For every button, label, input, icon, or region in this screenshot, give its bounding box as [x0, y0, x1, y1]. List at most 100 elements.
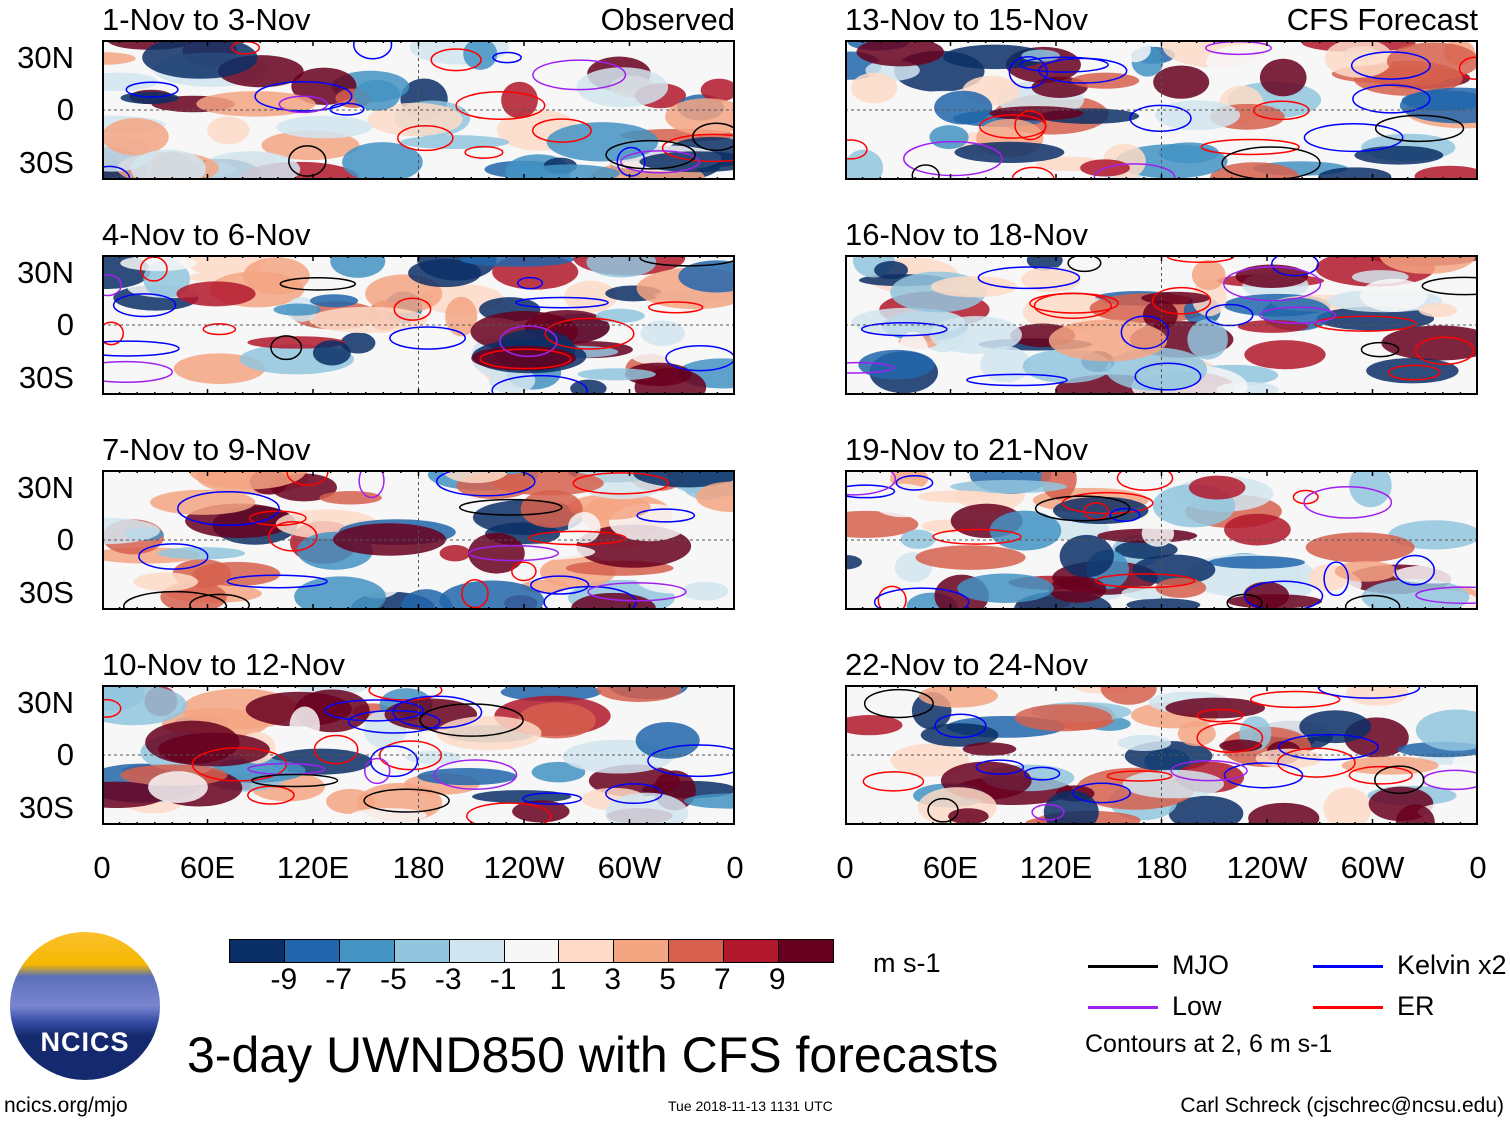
wind-anomaly-shading — [1122, 769, 1225, 799]
wind-anomaly-shading — [1395, 72, 1445, 86]
wind-anomaly-shading — [1043, 790, 1099, 825]
wind-anomaly-shading — [309, 306, 428, 334]
contour-line — [1226, 593, 1263, 610]
wind-anomaly-shading — [989, 106, 1084, 121]
contour-line — [544, 317, 635, 350]
colorbar-label: 3 — [604, 963, 622, 996]
contour-line — [845, 484, 896, 499]
wind-anomaly-shading — [350, 808, 427, 823]
contour-note: Contours at 2, 6 m s-1 — [1085, 1030, 1333, 1058]
wind-anomaly-shading — [468, 532, 525, 574]
wind-anomaly-shading — [1386, 42, 1478, 81]
contour-line — [1023, 766, 1061, 781]
wind-anomaly-shading — [989, 510, 1062, 551]
wind-anomaly-shading — [1305, 532, 1415, 563]
contour-line — [468, 544, 559, 562]
contour-line — [278, 95, 328, 114]
contour-line — [392, 695, 483, 729]
wind-anomaly-shading — [442, 470, 509, 484]
contour-line — [247, 785, 295, 805]
colorbar-label: 9 — [768, 963, 786, 996]
colorbar — [229, 939, 834, 963]
wind-anomaly-shading — [1153, 65, 1210, 99]
lon-label: 60E — [179, 850, 236, 885]
wind-anomaly-shading — [501, 81, 538, 119]
contour-line — [102, 698, 122, 718]
wind-anomaly-shading — [929, 125, 969, 150]
contour-line — [347, 709, 441, 734]
wind-anomaly-shading — [1142, 300, 1178, 330]
contour-line — [139, 256, 168, 282]
lat-label: 30S — [18, 789, 74, 825]
contour-line — [1106, 770, 1173, 782]
lat-label: 30N — [17, 684, 74, 720]
contour-line — [1387, 364, 1441, 381]
ncics-logo: NCICS — [10, 932, 160, 1080]
contour-line — [1109, 507, 1141, 523]
lat-label: 30S — [18, 359, 74, 395]
contour-line — [877, 585, 907, 610]
contour-line — [511, 561, 537, 582]
colorbar-swatch — [230, 940, 285, 962]
wind-anomaly-shading — [333, 523, 447, 556]
logo-text: NCICS — [40, 1027, 130, 1057]
wind-anomaly-shading — [948, 808, 989, 825]
lat-label: 0 — [56, 307, 74, 342]
wind-anomaly-shading — [158, 732, 270, 767]
contour-line — [1360, 341, 1400, 358]
map-panel — [845, 40, 1478, 180]
contour-line — [911, 164, 940, 180]
contour-line — [389, 326, 466, 350]
wind-anomaly-shading — [1354, 145, 1444, 165]
lon-label: 0 — [836, 850, 854, 885]
contour-line — [226, 574, 328, 589]
wind-anomaly-shading — [890, 743, 970, 777]
wind-anomaly-shading — [276, 115, 373, 139]
panel-title: 19-Nov to 21-Nov — [845, 432, 1088, 467]
contour-line — [934, 713, 987, 739]
wind-anomaly-shading — [102, 685, 187, 726]
wind-anomaly-shading — [400, 135, 510, 150]
contour-line — [932, 528, 1022, 545]
wind-anomaly-shading — [1209, 162, 1300, 180]
wind-anomaly-shading — [463, 40, 498, 70]
colorbar-label: 7 — [714, 963, 731, 996]
wind-anomaly-shading — [595, 308, 645, 323]
colorbar-label: -9 — [270, 963, 298, 996]
contour-line — [1303, 486, 1393, 519]
contour-line — [903, 140, 1003, 177]
wind-anomaly-shading — [1154, 100, 1241, 131]
wind-anomaly-shading — [102, 517, 160, 545]
contour-line — [368, 685, 443, 701]
contour-line — [1120, 315, 1170, 350]
contour-line — [862, 771, 925, 792]
lon-label: 180 — [392, 850, 445, 885]
wind-anomaly-shading — [950, 480, 1067, 494]
contour-line — [1271, 255, 1319, 277]
colorbar-units: m s-1 — [873, 948, 941, 978]
wind-anomaly-shading — [1118, 40, 1151, 63]
contour-line — [1374, 114, 1465, 143]
wind-anomaly-shading — [1141, 519, 1175, 547]
contour-line — [639, 255, 735, 267]
wind-anomaly-shading — [493, 470, 604, 496]
contour-line — [863, 688, 934, 719]
wind-anomaly-shading — [1021, 49, 1060, 62]
contour-line — [620, 150, 700, 174]
wind-anomaly-shading — [1208, 555, 1305, 569]
wind-anomaly-shading — [546, 122, 659, 162]
wind-anomaly-shading — [962, 742, 1017, 756]
wind-anomaly-shading — [980, 346, 1031, 383]
colorbar-swatch — [669, 940, 725, 962]
contour-line — [393, 297, 432, 321]
contour-line — [975, 759, 1025, 775]
map-panel — [102, 255, 735, 395]
colorbar-label: -7 — [325, 963, 352, 996]
wind-anomaly-shading — [567, 512, 601, 544]
wind-anomaly-shading — [417, 767, 517, 786]
contour-line — [530, 575, 590, 595]
wind-anomaly-shading — [1244, 340, 1326, 370]
wind-anomaly-shading — [130, 149, 206, 180]
contour-line — [1019, 56, 1109, 73]
contour-line — [845, 470, 897, 496]
